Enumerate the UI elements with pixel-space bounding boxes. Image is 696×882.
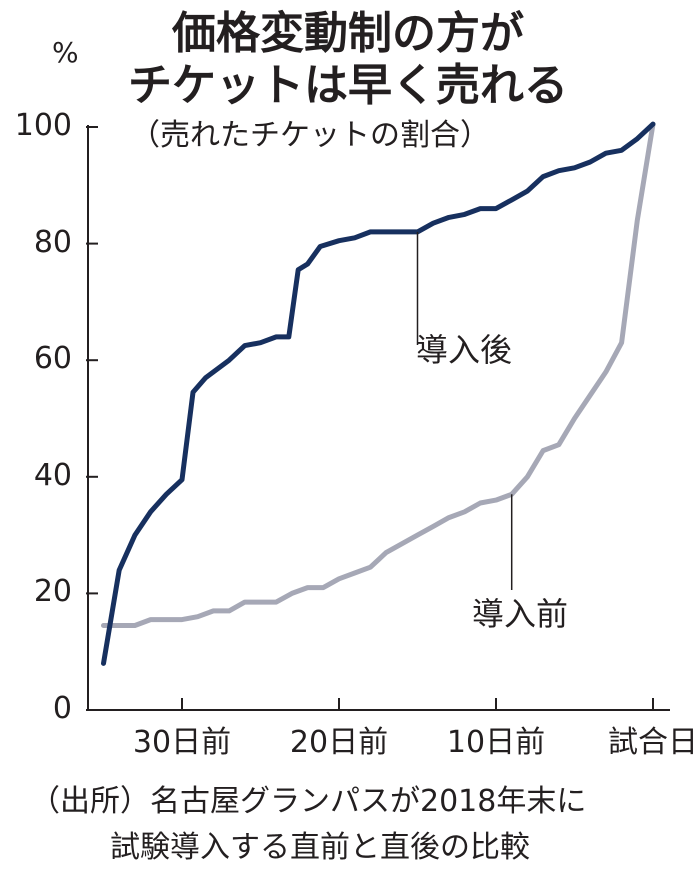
x-tick-label: 30日前 <box>132 725 232 760</box>
y-tick-label: 0 <box>52 691 72 726</box>
source-note-line2: 試験導入する直前と直後の比較 <box>110 830 530 865</box>
series-label-after: 導入後 <box>416 331 513 369</box>
x-tick-label: 試合日 <box>608 725 696 760</box>
x-tick-label: 10日前 <box>446 725 546 760</box>
y-tick-label: 60 <box>33 341 72 377</box>
chart-title-line2: チケットは早く売れる <box>128 60 568 111</box>
source-note-line1: （出所）名古屋グランパスが2018年末に <box>30 784 587 819</box>
series-line-after <box>101 121 656 666</box>
y-tick-label: 20 <box>33 574 72 610</box>
chart-title-line1: 価格変動制の方が <box>172 8 524 59</box>
x-tick-label: 20日前 <box>289 725 389 760</box>
y-tick-label: 100 <box>14 108 72 143</box>
series-line-before <box>101 121 656 628</box>
y-tick-label: 40 <box>33 457 72 493</box>
y-tick-label: 80 <box>33 224 72 260</box>
y-axis-unit: % <box>52 36 79 69</box>
series-label-before: 導入前 <box>472 595 569 633</box>
chart-subtitle: （売れたチケットの割合） <box>130 118 490 153</box>
